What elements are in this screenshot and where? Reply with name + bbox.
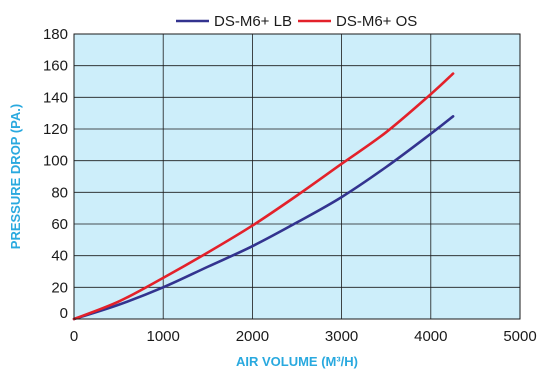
x-tick-label: 0 [70, 328, 78, 345]
x-tick-label: 3000 [325, 328, 358, 345]
x-tick-label: 4000 [414, 328, 447, 345]
grid [74, 34, 520, 319]
y-tick-label: 0 [60, 305, 68, 322]
x-tick-label: 1000 [147, 328, 180, 345]
y-tick-labels: 0 20 40 60 80 100 120 140 160 180 [43, 26, 68, 322]
y-tick-label: 160 [43, 58, 68, 75]
series-lines [72, 72, 455, 321]
legend: DS-M6+ LB DS-M6+ OS [176, 13, 417, 30]
series-line-1 [72, 115, 455, 321]
y-tick-label: 140 [43, 89, 68, 106]
series-line-2 [72, 72, 455, 321]
y-tick-label: 40 [51, 248, 68, 265]
x-tick-labels: 0 1000 2000 3000 4000 5000 [70, 328, 537, 345]
y-axis-title: PRESSURE DROP (PA.) [8, 104, 23, 249]
y-tick-label: 20 [51, 279, 68, 296]
y-tick-label: 100 [43, 153, 68, 170]
legend-label-1: DS-M6+ LB [214, 13, 292, 30]
x-tick-label: 5000 [503, 328, 536, 345]
x-tick-label: 2000 [236, 328, 269, 345]
y-tick-label: 180 [43, 26, 68, 43]
plot-area [74, 34, 520, 319]
plot-frame [73, 33, 521, 320]
y-tick-label: 80 [51, 184, 68, 201]
x-axis-title: AIR VOLUME (M³/H) [236, 354, 358, 369]
y-tick-label: 120 [43, 121, 68, 138]
legend-label-2: DS-M6+ OS [336, 13, 417, 30]
y-tick-label: 60 [51, 216, 68, 233]
